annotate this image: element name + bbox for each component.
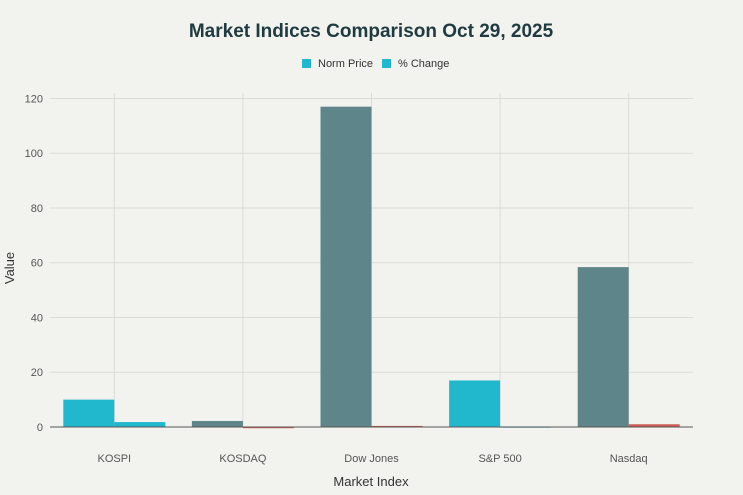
x-tick-labels: KOSPI KOSDAQ Dow Jones S&P 500 Nasdaq [97, 453, 647, 465]
x-tick-label: KOSDAQ [219, 453, 267, 465]
bar-pct-change [628, 424, 680, 427]
y-tick-labels: 0 20 40 60 80 100 120 [25, 93, 43, 434]
y-axis-label: Value [2, 252, 17, 284]
legend-swatch-norm-price [302, 59, 311, 68]
bar-pct-change [114, 422, 166, 427]
x-axis-label: Market Index [333, 474, 409, 489]
bars [63, 106, 680, 429]
bar-norm-price [320, 106, 372, 427]
chart-title: Market Indices Comparison Oct 29, 2025 [189, 21, 554, 42]
y-tick-label: 80 [31, 203, 43, 215]
legend: Norm Price % Change [302, 58, 449, 70]
bar-norm-price [449, 380, 501, 427]
x-tick-label: KOSPI [97, 453, 131, 465]
x-tick-label: Nasdaq [610, 453, 648, 465]
bar-norm-price [191, 420, 243, 427]
x-tick-label: S&P 500 [478, 453, 521, 465]
y-tick-label: 100 [25, 148, 43, 160]
y-tick-label: 0 [37, 422, 43, 434]
bar-norm-price [63, 399, 115, 427]
legend-label-norm-price: Norm Price [318, 58, 373, 70]
y-tick-label: 20 [31, 367, 43, 379]
bar-norm-price [577, 267, 629, 427]
legend-label-pct-change: % Change [398, 58, 449, 70]
y-tick-label: 40 [31, 312, 43, 324]
y-tick-label: 120 [25, 93, 43, 105]
x-tick-label: Dow Jones [344, 453, 399, 465]
bar-pct-change [242, 427, 294, 429]
y-tick-label: 60 [31, 258, 43, 270]
legend-swatch-pct-change [382, 59, 391, 68]
